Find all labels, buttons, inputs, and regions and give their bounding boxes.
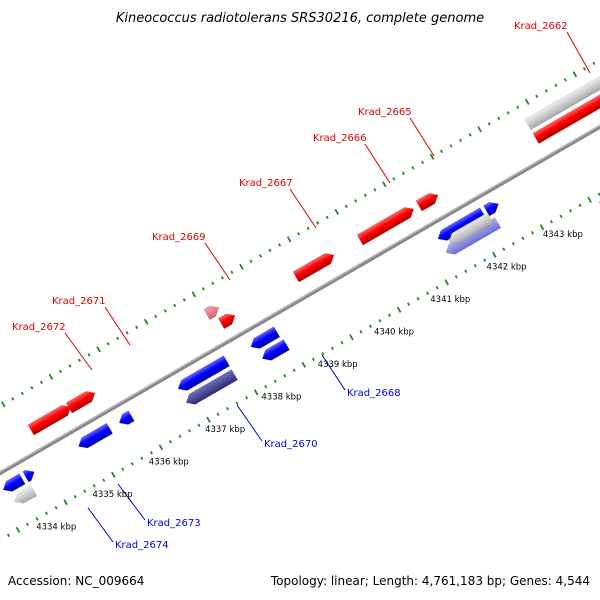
gene-krad-2674b[interactable]: [22, 467, 38, 483]
label-leader-line: [321, 354, 346, 391]
gene-krad-2668[interactable]: [248, 326, 281, 352]
map-title: Kineococcus radiotolerans SRS30216, comp…: [116, 11, 484, 26]
gene-krad-2666[interactable]: [356, 204, 417, 246]
gene-label-krad-2668[interactable]: Krad_2668: [347, 388, 401, 399]
upper-tick-line: [1, 61, 596, 408]
kbp-label: 4340 kbp: [374, 327, 414, 337]
lower-tick-line: [0, 192, 600, 543]
gene-krad-2672[interactable]: [27, 402, 74, 436]
label-leader-line: [64, 332, 93, 371]
accession-text: Accession: NC_009664: [8, 574, 144, 588]
gene-label-krad-2673[interactable]: Krad_2673: [147, 518, 201, 529]
gene-grey-upper[interactable]: [524, 72, 600, 131]
kbp-label: 4334 kbp: [36, 522, 76, 532]
kbp-label: 4338 kbp: [261, 392, 301, 402]
gene-label-krad-2665[interactable]: Krad_2665: [358, 107, 412, 118]
kbp-label: 4343 kbp: [543, 230, 583, 240]
label-leader-line: [117, 483, 146, 521]
genome-track: [0, 61, 600, 543]
kbp-label: 4336 kbp: [149, 457, 189, 467]
gene-krad-2670[interactable]: [175, 355, 230, 394]
gene-krad-2662[interactable]: [532, 86, 600, 144]
gene-krad-2669[interactable]: [203, 302, 222, 321]
backbone-line: [0, 88, 600, 512]
genome-summary-text: Topology: linear; Length: 4,761,183 bp; …: [270, 574, 590, 588]
gene-krad-2673[interactable]: [76, 422, 114, 451]
gene-label-krad-2671[interactable]: Krad_2671: [52, 296, 106, 307]
gene-label-krad-2672[interactable]: Krad_2672: [12, 322, 66, 333]
kbp-label: 4337 kbp: [205, 425, 245, 435]
label-leader-line: [566, 31, 591, 74]
gene-krad-2668b[interactable]: [259, 339, 290, 364]
label-leader-line: [104, 306, 131, 346]
label-leader-line: [409, 117, 435, 157]
label-leader-line: [289, 188, 317, 229]
gene-label-krad-2674[interactable]: Krad_2674: [115, 540, 169, 551]
gene-label-krad-2667[interactable]: Krad_2667: [239, 178, 293, 189]
kbp-label: 4335 kbp: [93, 490, 133, 500]
gene-krad-2671[interactable]: [65, 388, 98, 414]
kbp-label: 4342 kbp: [487, 262, 527, 272]
gene-krad-2670-dark[interactable]: [183, 369, 238, 408]
label-leader-line: [204, 242, 231, 281]
gene-krad-2674[interactable]: [0, 473, 26, 495]
gene-grey-lower[interactable]: [12, 485, 38, 507]
gene-grey-mid[interactable]: [446, 212, 494, 247]
gene-label-krad-2670[interactable]: Krad_2670: [264, 439, 318, 450]
kbp-label: 4339 kbp: [318, 360, 358, 370]
gene-krad-2673b[interactable]: [116, 410, 135, 428]
label-leader-line: [87, 507, 114, 543]
gene-label-krad-2662[interactable]: Krad_2662: [514, 21, 568, 32]
kbp-label: 4341 kbp: [430, 295, 470, 305]
label-leader-line: [236, 404, 263, 442]
gene-krad-2667[interactable]: [292, 250, 337, 283]
gene-label-krad-2669[interactable]: Krad_2669: [152, 232, 206, 243]
gene-krad-2665[interactable]: [415, 190, 441, 212]
gene-label-krad-2666[interactable]: Krad_2666: [313, 133, 367, 144]
gene-krad-2669b[interactable]: [217, 310, 238, 330]
label-leader-line: [364, 143, 391, 184]
